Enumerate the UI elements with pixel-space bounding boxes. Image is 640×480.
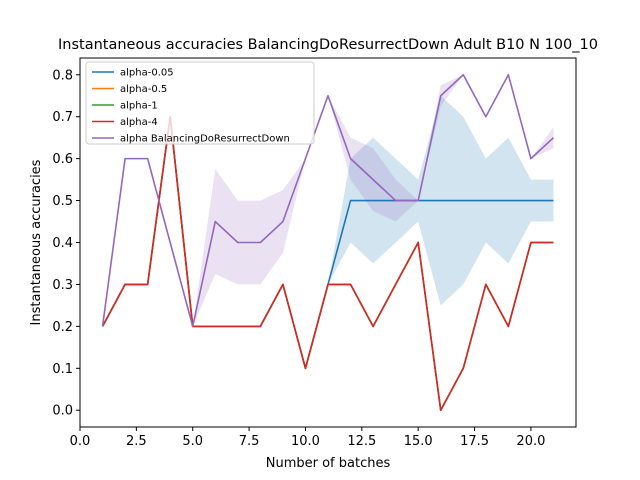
legend-entry-2: alpha-1 xyxy=(120,101,158,112)
y-axis-label: Instantaneous accuracies xyxy=(29,159,44,325)
x-tick-label: 2.5 xyxy=(126,434,147,449)
y-tick-label: 0.2 xyxy=(52,320,73,335)
confidence-bands xyxy=(102,74,554,369)
y-tick-label: 0.4 xyxy=(52,236,73,251)
band-series-0 xyxy=(102,95,554,369)
x-tick-label: 12.5 xyxy=(347,434,376,449)
y-tick-label: 0.3 xyxy=(52,278,73,293)
line-series-3 xyxy=(101,115,554,412)
legend-frame xyxy=(85,61,315,145)
x-tick-label: 7.5 xyxy=(239,434,260,449)
chart-title: Instantaneous accuracies BalancingDoResu… xyxy=(58,37,598,53)
x-tick-label: 17.5 xyxy=(460,434,489,449)
y-tick-label: 0.7 xyxy=(52,110,73,125)
x-tick-label: 10.0 xyxy=(291,434,320,449)
y-tick-label: 0.6 xyxy=(52,152,73,167)
x-tick-label: 0.0 xyxy=(70,434,91,449)
legend: alpha-0.05 alpha-0.5 alpha-1 alpha-4 alpha B… xyxy=(85,61,315,145)
legend-entry-0: alpha-0.05 xyxy=(120,68,174,79)
y-tick-label: 0.1 xyxy=(52,362,73,377)
y-tick-label: 0.8 xyxy=(52,68,73,83)
series-lines xyxy=(101,73,554,412)
legend-entry-1: alpha-0.5 xyxy=(120,84,167,95)
x-tick-label: 5.0 xyxy=(182,434,203,449)
x-axis-label: Number of batches xyxy=(266,456,391,471)
x-axis-ticks: 0.0 2.5 5.0 7.5 10.0 12.5 15.0 17.5 20.0 xyxy=(70,427,545,449)
line-series-4 xyxy=(101,73,554,328)
y-axis-ticks: 0.0 0.1 0.2 0.3 0.4 0.5 0.6 0.7 0.8 xyxy=(52,68,80,419)
legend-entry-4: alpha BalancingDoResurrectDown xyxy=(120,134,290,145)
x-tick-label: 20.0 xyxy=(516,434,545,449)
y-tick-label: 0.0 xyxy=(52,404,73,419)
legend-entry-3: alpha-4 xyxy=(120,117,158,128)
band-series-4 xyxy=(102,74,554,327)
x-tick-label: 15.0 xyxy=(404,434,433,449)
y-tick-label: 0.5 xyxy=(52,194,73,209)
